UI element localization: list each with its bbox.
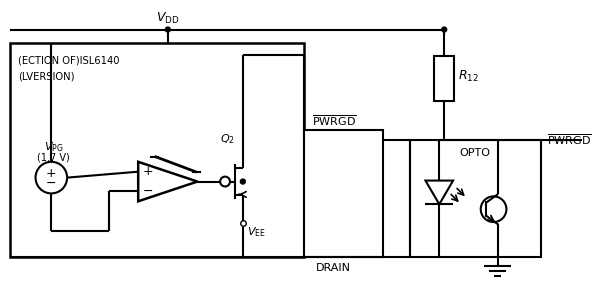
Circle shape: [442, 27, 446, 32]
Text: (ECTION OF)ISL6140: (ECTION OF)ISL6140: [18, 55, 119, 65]
Polygon shape: [138, 162, 197, 201]
Text: +: +: [143, 165, 154, 178]
Bar: [410, 140, 541, 257]
Bar: [434, 56, 454, 101]
Text: OPTO: OPTO: [460, 148, 491, 158]
Bar: [10, 43, 304, 257]
Text: $V_{\mathrm{PG}}$: $V_{\mathrm{PG}}$: [44, 140, 63, 154]
Circle shape: [241, 179, 245, 184]
Text: $R_{12}$: $R_{12}$: [458, 69, 479, 84]
Text: $V_{\mathrm{DD}}$: $V_{\mathrm{DD}}$: [156, 10, 179, 25]
Text: (LVERSION): (LVERSION): [18, 71, 74, 81]
Text: $V_{\mathrm{EE}}$: $V_{\mathrm{EE}}$: [247, 225, 266, 239]
Text: (1.7 V): (1.7 V): [37, 153, 70, 163]
Text: +: +: [46, 167, 56, 180]
Text: $\overline{\mathrm{PWRGD}}$: $\overline{\mathrm{PWRGD}}$: [312, 114, 356, 128]
Text: $\overline{\mathrm{PWRGD}}$: $\overline{\mathrm{PWRGD}}$: [547, 133, 592, 147]
Circle shape: [166, 27, 170, 32]
Text: −: −: [143, 185, 154, 198]
Polygon shape: [425, 181, 453, 204]
Text: DRAIN: DRAIN: [316, 263, 351, 273]
Text: −: −: [46, 177, 56, 190]
Text: $Q_2$: $Q_2$: [220, 132, 235, 146]
Bar: [304, 130, 383, 257]
